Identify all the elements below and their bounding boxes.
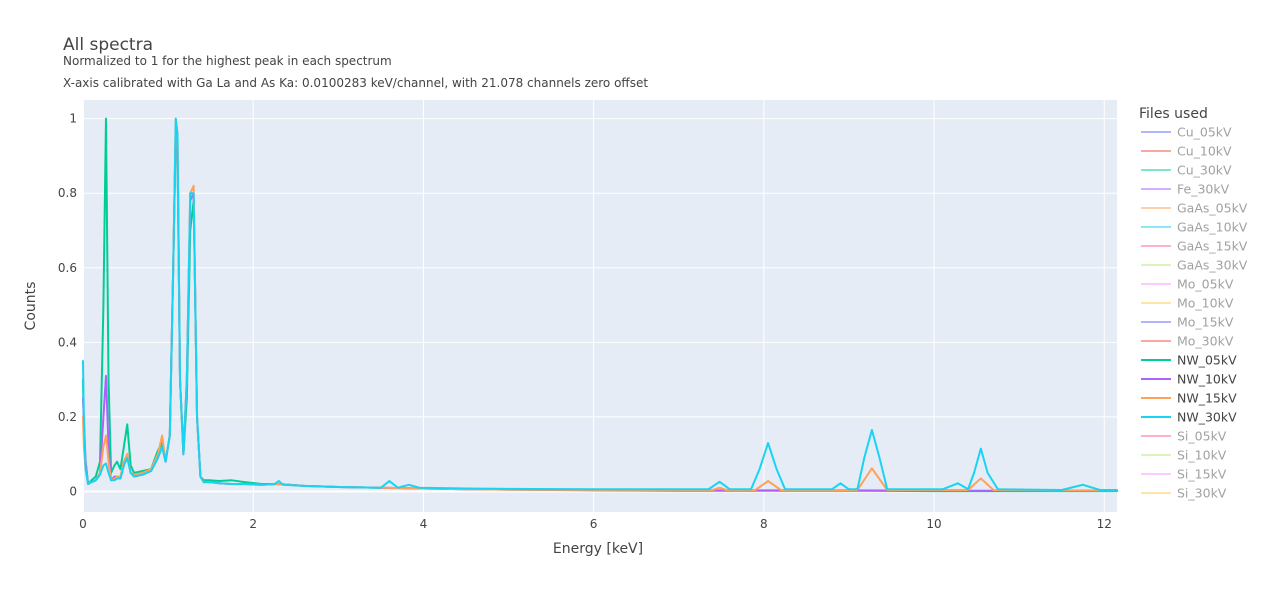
legend-label: NW_10kV xyxy=(1177,372,1237,387)
y-tick-label: 1 xyxy=(69,112,77,126)
legend-item-fe-30kv[interactable]: Fe_30kV xyxy=(1141,182,1230,197)
legend-item-mo-05kv[interactable]: Mo_05kV xyxy=(1141,277,1234,292)
legend-label: NW_15kV xyxy=(1177,391,1237,406)
x-axis-ticks: 0 2 4 6 8 10 12 xyxy=(79,517,1112,531)
y-axis-ticks: 0 0.2 0.4 0.6 0.8 1 xyxy=(58,112,77,499)
y-tick-label: 0.6 xyxy=(58,261,77,275)
legend-label: Mo_10kV xyxy=(1177,296,1234,311)
legend-label: NW_30kV xyxy=(1177,410,1237,425)
legend: Cu_05kV Cu_10kV Cu_30kV Fe_30kV GaAs_05kV GaA… xyxy=(1141,125,1248,501)
chart-title: All spectra xyxy=(63,35,153,55)
y-tick-label: 0 xyxy=(69,484,77,498)
data-traces xyxy=(82,117,1118,493)
x-tick-label: 10 xyxy=(926,517,941,531)
series-line-nw-30kv xyxy=(82,117,1118,491)
legend-item-mo-30kv[interactable]: Mo_30kV xyxy=(1141,334,1234,349)
legend-item-gaas-05kv[interactable]: GaAs_05kV xyxy=(1141,201,1248,216)
legend-item-gaas-15kv[interactable]: GaAs_15kV xyxy=(1141,239,1248,254)
y-axis-label: Counts xyxy=(23,282,39,331)
x-tick-label: 4 xyxy=(420,517,428,531)
legend-label: Si_30kV xyxy=(1177,486,1227,501)
legend-item-mo-10kv[interactable]: Mo_10kV xyxy=(1141,296,1234,311)
legend-label: Si_05kV xyxy=(1177,429,1227,444)
legend-label: GaAs_30kV xyxy=(1177,258,1248,273)
legend-item-cu-05kv[interactable]: Cu_05kV xyxy=(1141,125,1232,140)
legend-item-gaas-30kv[interactable]: GaAs_30kV xyxy=(1141,258,1248,273)
legend-label: Mo_15kV xyxy=(1177,315,1234,330)
legend-label: Mo_30kV xyxy=(1177,334,1234,349)
legend-title: Files used xyxy=(1139,106,1208,122)
y-tick-label: 0.8 xyxy=(58,186,77,200)
x-tick-label: 2 xyxy=(249,517,257,531)
legend-item-nw-30kv[interactable]: NW_30kV xyxy=(1141,410,1237,425)
chart-subtitle-line-1: Normalized to 1 for the highest peak in … xyxy=(63,54,392,68)
legend-item-si-10kv[interactable]: Si_10kV xyxy=(1141,448,1227,463)
legend-item-nw-10kv[interactable]: NW_10kV xyxy=(1141,372,1237,387)
legend-item-gaas-10kv[interactable]: GaAs_10kV xyxy=(1141,220,1248,235)
legend-item-mo-15kv[interactable]: Mo_15kV xyxy=(1141,315,1234,330)
x-tick-label: 8 xyxy=(760,517,768,531)
y-tick-label: 0.4 xyxy=(58,335,77,349)
x-tick-label: 12 xyxy=(1097,517,1112,531)
x-tick-label: 6 xyxy=(590,517,598,531)
x-tick-label: 0 xyxy=(79,517,87,531)
x-axis-label: Energy [keV] xyxy=(553,541,643,557)
legend-item-si-30kv[interactable]: Si_30kV xyxy=(1141,486,1227,501)
legend-label: GaAs_05kV xyxy=(1177,201,1248,216)
legend-label: GaAs_15kV xyxy=(1177,239,1248,254)
legend-label: Mo_05kV xyxy=(1177,277,1234,292)
legend-label: Cu_30kV xyxy=(1177,163,1232,178)
legend-label: Fe_30kV xyxy=(1177,182,1230,197)
legend-item-nw-15kv[interactable]: NW_15kV xyxy=(1141,391,1237,406)
legend-item-nw-05kv[interactable]: NW_05kV xyxy=(1141,353,1237,368)
chart-subtitle-line-2: X-axis calibrated with Ga La and As Ka: … xyxy=(63,76,648,90)
plot-area[interactable] xyxy=(83,100,1117,512)
legend-label: Si_10kV xyxy=(1177,448,1227,463)
legend-label: Cu_05kV xyxy=(1177,125,1232,140)
y-tick-label: 0.2 xyxy=(58,410,77,424)
legend-item-si-05kv[interactable]: Si_05kV xyxy=(1141,429,1227,444)
legend-label: Si_15kV xyxy=(1177,467,1227,482)
legend-item-cu-10kv[interactable]: Cu_10kV xyxy=(1141,144,1232,159)
legend-item-si-15kv[interactable]: Si_15kV xyxy=(1141,467,1227,482)
legend-label: NW_05kV xyxy=(1177,353,1237,368)
legend-label: Cu_10kV xyxy=(1177,144,1232,159)
legend-item-cu-30kv[interactable]: Cu_30kV xyxy=(1141,163,1232,178)
legend-label: GaAs_10kV xyxy=(1177,220,1248,235)
